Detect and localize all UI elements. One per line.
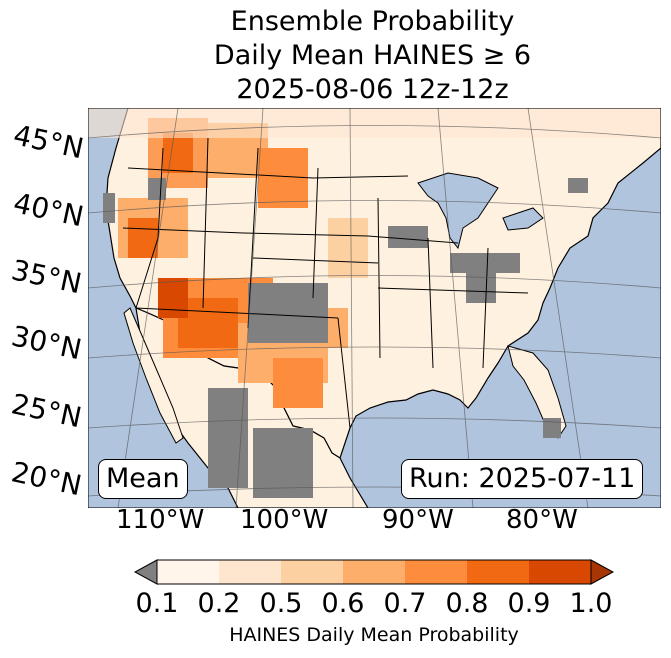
colorbar xyxy=(133,559,615,585)
colorbar-tick-label: 0.8 xyxy=(445,588,489,619)
colorbar-segment xyxy=(405,560,467,584)
colorbar-segment xyxy=(343,560,405,584)
title-line-1: Ensemble Probability xyxy=(230,6,515,37)
colorbar-tick-label: 1.0 xyxy=(569,588,613,619)
colorbar-tick-label: 0.2 xyxy=(197,588,241,619)
baja xyxy=(123,307,184,444)
lon-label-110: 110°W xyxy=(116,505,205,535)
colorbar-under-triangle xyxy=(133,559,158,585)
colorbar-tick-label: 0.1 xyxy=(135,588,179,619)
lon-label-100: 100°W xyxy=(240,505,329,535)
colorbar-over-triangle xyxy=(590,559,615,585)
run-label-box: Run: 2025-07-11 xyxy=(401,459,644,499)
probability-patches xyxy=(88,108,661,408)
title-line-2: Daily Mean HAINES ≥ 6 xyxy=(213,40,532,71)
colorbar-segment xyxy=(157,560,219,584)
colorbar-tick-label: 0.5 xyxy=(259,588,303,619)
lon-label-80: 80°W xyxy=(506,505,578,535)
colorbar-border xyxy=(156,559,592,585)
stat-label-box: Mean xyxy=(98,459,188,499)
lat-label-25: 25°N xyxy=(8,387,85,435)
colorbar-tick-label: 0.6 xyxy=(321,588,365,619)
nodata-patches xyxy=(103,178,588,498)
colorbar-segment xyxy=(219,560,281,584)
lon-label-90: 90°W xyxy=(382,505,454,535)
colorbar-label: HAINES Daily Mean Probability xyxy=(229,624,519,646)
colorbar-tick-label: 0.9 xyxy=(507,588,551,619)
graticule xyxy=(88,108,661,508)
probability-map xyxy=(88,108,661,508)
lat-label-35: 35°N xyxy=(8,253,85,301)
colorbar-tick-label: 0.7 xyxy=(383,588,427,619)
lat-label-30: 30°N xyxy=(8,319,85,367)
great-lakes xyxy=(417,172,544,250)
colorbar-segment xyxy=(467,560,529,584)
colorbar-segment xyxy=(529,560,591,584)
colorbar-segment xyxy=(281,560,343,584)
title-line-3: 2025-08-06 12z-12z xyxy=(236,74,509,105)
lat-label-40: 40°N xyxy=(10,186,87,234)
lat-label-45: 45°N xyxy=(10,118,87,166)
lat-label-20: 20°N xyxy=(8,455,85,503)
